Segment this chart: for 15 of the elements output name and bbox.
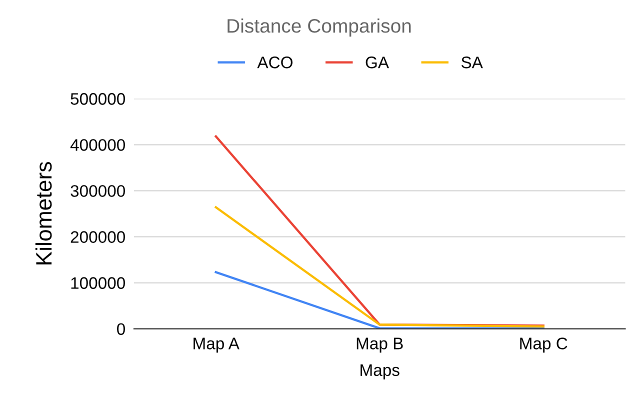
y-tick-label: 100000 xyxy=(71,277,125,289)
chart-title: Distance Comparison xyxy=(228,18,411,37)
x-axis-title: Maps xyxy=(360,364,400,380)
x-tick-label: Map A xyxy=(194,338,240,353)
y-tick-label: 0 xyxy=(117,323,125,336)
y-tick-label: 300000 xyxy=(70,185,125,197)
y-axis-title: Kilometers xyxy=(35,162,52,264)
y-tick-label: 200000 xyxy=(70,231,125,243)
legend-label: SA xyxy=(461,56,483,68)
legend-label: GA xyxy=(366,56,390,68)
x-tick-label: Map B xyxy=(356,338,403,353)
y-tick-label: 400000 xyxy=(70,139,125,151)
legend-label: ACO xyxy=(257,56,293,68)
y-tick-label: 500000 xyxy=(70,93,125,105)
x-tick-label: Map C xyxy=(520,338,568,353)
